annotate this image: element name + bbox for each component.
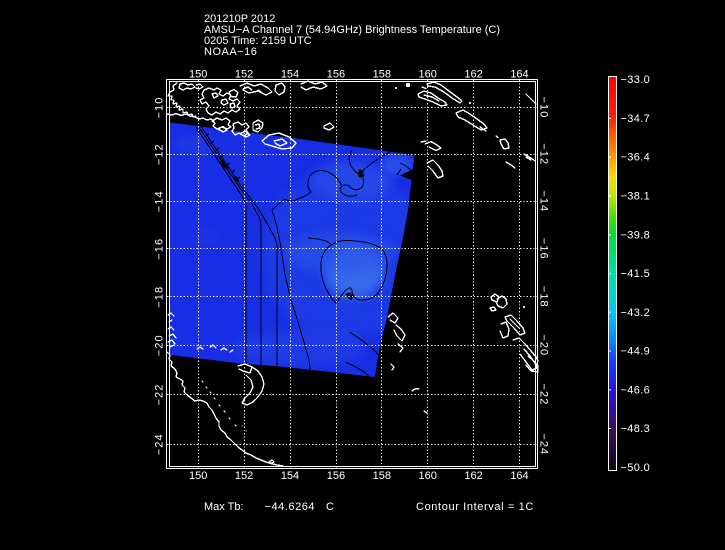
svg-text:Max Tb:: Max Tb:: [204, 501, 244, 513]
svg-text:156: 156: [327, 470, 345, 482]
svg-text:152: 152: [235, 69, 253, 81]
svg-text:−16: −16: [154, 238, 166, 260]
svg-text:−10: −10: [538, 97, 550, 119]
svg-text:−44.9: −44.9: [621, 346, 651, 358]
svg-text:AMSU−A Channel 7 (54.94GHz) Br: AMSU−A Channel 7 (54.94GHz) Brightness T…: [204, 24, 500, 36]
svg-text:160: 160: [419, 470, 437, 482]
svg-text:Contour Interval = 1C: Contour Interval = 1C: [416, 501, 534, 513]
svg-text:162: 162: [464, 470, 482, 482]
svg-text:−10: −10: [154, 97, 166, 119]
svg-text:160: 160: [419, 69, 437, 81]
svg-text:164: 164: [510, 470, 528, 482]
svg-text:−22: −22: [154, 384, 166, 406]
svg-text:−12: −12: [538, 143, 550, 165]
svg-text:−12: −12: [154, 143, 166, 165]
svg-text:201210P 2012: 201210P 2012: [204, 13, 275, 25]
svg-text:−24: −24: [154, 433, 166, 455]
svg-text:−46.6: −46.6: [621, 384, 651, 396]
svg-text:150: 150: [189, 69, 207, 81]
svg-text:C: C: [326, 501, 334, 513]
svg-text:156: 156: [327, 69, 345, 81]
svg-text:−18: −18: [154, 286, 166, 308]
svg-text:158: 158: [373, 69, 391, 81]
svg-text:154: 154: [281, 69, 299, 81]
svg-text:−41.5: −41.5: [621, 268, 651, 280]
svg-text:−14: −14: [154, 190, 166, 212]
svg-text:−38.1: −38.1: [621, 191, 651, 203]
svg-text:−22: −22: [538, 384, 550, 406]
svg-text:−50.0: −50.0: [621, 462, 651, 474]
svg-text:−48.3: −48.3: [621, 423, 651, 435]
svg-text:152: 152: [235, 470, 253, 482]
svg-text:154: 154: [281, 470, 299, 482]
svg-text:0205 Time: 2159 UTC: 0205 Time: 2159 UTC: [204, 35, 312, 47]
svg-text:50: 50: [217, 159, 227, 169]
svg-text:−18: −18: [538, 286, 550, 308]
svg-text:−43.2: −43.2: [621, 307, 651, 319]
svg-text:NOAA−16: NOAA−16: [204, 46, 257, 58]
svg-text:−20: −20: [154, 334, 166, 356]
svg-text:−36.4: −36.4: [621, 152, 651, 164]
svg-text:−14: −14: [538, 190, 550, 212]
svg-text:150: 150: [189, 470, 207, 482]
svg-text:−16: −16: [538, 238, 550, 260]
svg-text:162: 162: [464, 69, 482, 81]
svg-text:−39.8: −39.8: [621, 229, 651, 241]
svg-text:−24: −24: [538, 433, 550, 455]
svg-text:164: 164: [510, 69, 528, 81]
svg-text:158: 158: [373, 470, 391, 482]
svg-text:−44.6264: −44.6264: [265, 501, 316, 513]
svg-text:−20: −20: [538, 334, 550, 356]
svg-text:−33.0: −33.0: [621, 74, 651, 86]
svg-text:46: 46: [356, 169, 364, 178]
svg-text:−34.7: −34.7: [621, 113, 651, 125]
